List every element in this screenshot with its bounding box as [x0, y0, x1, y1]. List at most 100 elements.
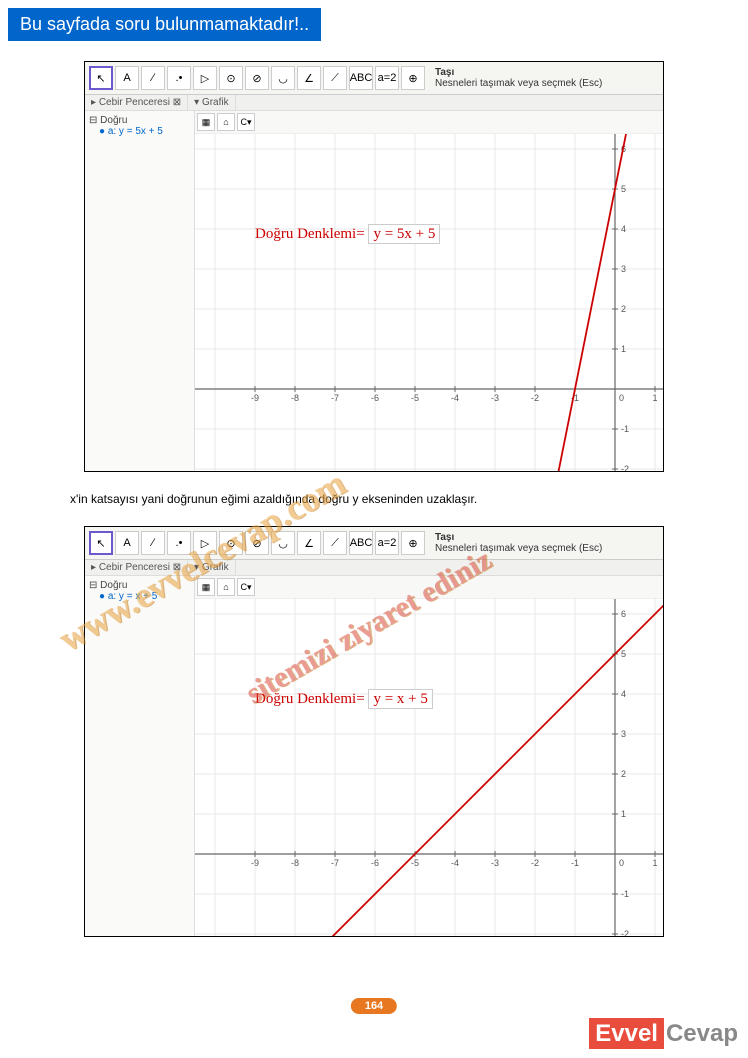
equation-item[interactable]: ● a: y = x + 5: [99, 591, 190, 602]
grid-icon[interactable]: ▦: [197, 578, 215, 596]
svg-text:5: 5: [621, 649, 626, 659]
settings-icon[interactable]: C▾: [237, 578, 255, 596]
svg-text:-4: -4: [451, 858, 459, 868]
graph-canvas-2: -9-8-7-6-5-4-3-2-11-2-11234560: [195, 599, 663, 936]
svg-text:-9: -9: [251, 858, 259, 868]
svg-text:3: 3: [621, 264, 626, 274]
folder-dogru[interactable]: ⊟ Doğru: [89, 115, 190, 126]
algebra-sidebar: ⊟ Doğru ● a: y = 5x + 5: [85, 111, 195, 471]
svg-text:-8: -8: [291, 393, 299, 403]
svg-text:-2: -2: [531, 393, 539, 403]
circle-tool-icon[interactable]: ⊙: [219, 531, 243, 555]
ellipse-tool-icon[interactable]: ⊘: [245, 66, 269, 90]
tool-title: Taşı: [435, 532, 602, 543]
text-tool-icon[interactable]: ABC: [349, 66, 373, 90]
svg-text:5: 5: [621, 184, 626, 194]
graph-tab[interactable]: ▾ Grafik: [188, 95, 235, 110]
graph-toolbar: ▦ ⌂ C▾: [195, 111, 663, 134]
svg-text:0: 0: [619, 393, 624, 403]
reflect-tool-icon[interactable]: ⟋: [323, 531, 347, 555]
svg-text:-7: -7: [331, 393, 339, 403]
page-number-badge: 164: [351, 998, 397, 1014]
svg-text:1: 1: [621, 809, 626, 819]
graph-area[interactable]: ▦ ⌂ C▾ -9-8-7-6-5-4-3-2-11-2-11234560 Do…: [195, 111, 663, 471]
svg-text:2: 2: [621, 769, 626, 779]
algebra-tab[interactable]: ▸ Cebir Penceresi ⊠: [85, 560, 188, 575]
move-view-tool-icon[interactable]: ⊕: [401, 531, 425, 555]
svg-text:-7: -7: [331, 858, 339, 868]
svg-text:3: 3: [621, 729, 626, 739]
polygon-tool-icon[interactable]: ▷: [193, 531, 217, 555]
graph-canvas-1: -9-8-7-6-5-4-3-2-11-2-11234560: [195, 134, 663, 471]
svg-text:-6: -6: [371, 858, 379, 868]
content-area: ⊟ Doğru ● a: y = x + 5 ▦ ⌂ C▾ -9 -8 -7 -6 -5…: [85, 576, 663, 936]
banner-text: Bu sayfada soru bulunmamaktadır!..: [8, 8, 321, 41]
svg-text:-2: -2: [621, 929, 629, 936]
geogebra-window-2: ↖ A ∕ .• ▷ ⊙ ⊘ ◡ ∠ ⟋ ABC a=2 ⊕ Taşı Nesn…: [84, 526, 664, 937]
move-tool-icon[interactable]: ↖: [89, 531, 113, 555]
perp-tool-icon[interactable]: .•: [167, 66, 191, 90]
circle-tool-icon[interactable]: ⊙: [219, 66, 243, 90]
toolbar: ↖ A ∕ .• ▷ ⊙ ⊘ ◡ ∠ ⟋ ABC a=2 ⊕ Taşı Nesn…: [85, 527, 663, 560]
arc-tool-icon[interactable]: ◡: [271, 66, 295, 90]
svg-text:-8: -8: [291, 858, 299, 868]
folder-dogru[interactable]: ⊟ Doğru: [89, 580, 190, 591]
equation-display: Doğru Denklemi= y = 5x + 5: [255, 226, 440, 243]
svg-text:-9: -9: [251, 393, 259, 403]
home-icon[interactable]: ⌂: [217, 578, 235, 596]
angle-tool-icon[interactable]: ∠: [297, 531, 321, 555]
geogebra-window-1: ↖ A ∕ .• ▷ ⊙ ⊘ ◡ ∠ ⟋ ABC a=2 ⊕ Taşı Nesn…: [84, 61, 664, 472]
arc-tool-icon[interactable]: ◡: [271, 531, 295, 555]
point-tool-icon[interactable]: A: [115, 66, 139, 90]
algebra-sidebar: ⊟ Doğru ● a: y = x + 5: [85, 576, 195, 936]
logo-cevap: Cevap: [666, 1020, 738, 1047]
svg-text:2: 2: [621, 304, 626, 314]
svg-text:0: 0: [619, 858, 624, 868]
home-icon[interactable]: ⌂: [217, 113, 235, 131]
svg-text:-3: -3: [491, 858, 499, 868]
grid-icon[interactable]: ▦: [197, 113, 215, 131]
graph-toolbar: ▦ ⌂ C▾: [195, 576, 663, 599]
toolbar: ↖ A ∕ .• ▷ ⊙ ⊘ ◡ ∠ ⟋ ABC a=2 ⊕ Taşı Nesn…: [85, 62, 663, 95]
move-view-tool-icon[interactable]: ⊕: [401, 66, 425, 90]
svg-text:-6: -6: [371, 393, 379, 403]
perp-tool-icon[interactable]: .•: [167, 531, 191, 555]
logo-evvel: Evvel: [589, 1018, 664, 1049]
polygon-tool-icon[interactable]: ▷: [193, 66, 217, 90]
slider-tool-icon[interactable]: a=2: [375, 66, 399, 90]
equation-display: Doğru Denklemi= y = x + 5: [255, 691, 433, 708]
graph-tab[interactable]: ▾ Grafik: [188, 560, 235, 575]
svg-text:1: 1: [652, 858, 657, 868]
settings-icon[interactable]: C▾: [237, 113, 255, 131]
tool-desc: Nesneleri taşımak veya seçmek (Esc): [435, 543, 602, 554]
line-tool-icon[interactable]: ∕: [141, 531, 165, 555]
slider-tool-icon[interactable]: a=2: [375, 531, 399, 555]
caption-text: x'in katsayısı yani doğrunun eğimi azald…: [70, 492, 748, 506]
ellipse-tool-icon[interactable]: ⊘: [245, 531, 269, 555]
tool-info: Taşı Nesneleri taşımak veya seçmek (Esc): [435, 67, 602, 89]
svg-text:-2: -2: [531, 858, 539, 868]
line-tool-icon[interactable]: ∕: [141, 66, 165, 90]
reflect-tool-icon[interactable]: ⟋: [323, 66, 347, 90]
svg-text:1: 1: [652, 393, 657, 403]
svg-text:-2: -2: [621, 464, 629, 471]
point-tool-icon[interactable]: A: [115, 531, 139, 555]
svg-text:1: 1: [621, 344, 626, 354]
footer-logo: EvvelCevap: [589, 1020, 738, 1048]
svg-text:-1: -1: [621, 889, 629, 899]
algebra-tab[interactable]: ▸ Cebir Penceresi ⊠: [85, 95, 188, 110]
svg-text:4: 4: [621, 224, 626, 234]
tool-title: Taşı: [435, 67, 602, 78]
move-tool-icon[interactable]: ↖: [89, 66, 113, 90]
svg-text:-5: -5: [411, 393, 419, 403]
text-tool-icon[interactable]: ABC: [349, 531, 373, 555]
svg-text:-1: -1: [621, 424, 629, 434]
equation-item[interactable]: ● a: y = 5x + 5: [99, 126, 190, 137]
graph-area[interactable]: ▦ ⌂ C▾ -9-8-7-6-5-4-3-2-11-2-11234560 Do…: [195, 576, 663, 936]
svg-text:-5: -5: [411, 858, 419, 868]
svg-text:-3: -3: [491, 393, 499, 403]
svg-text:6: 6: [621, 609, 626, 619]
tool-info: Taşı Nesneleri taşımak veya seçmek (Esc): [435, 532, 602, 554]
angle-tool-icon[interactable]: ∠: [297, 66, 321, 90]
svg-text:4: 4: [621, 689, 626, 699]
